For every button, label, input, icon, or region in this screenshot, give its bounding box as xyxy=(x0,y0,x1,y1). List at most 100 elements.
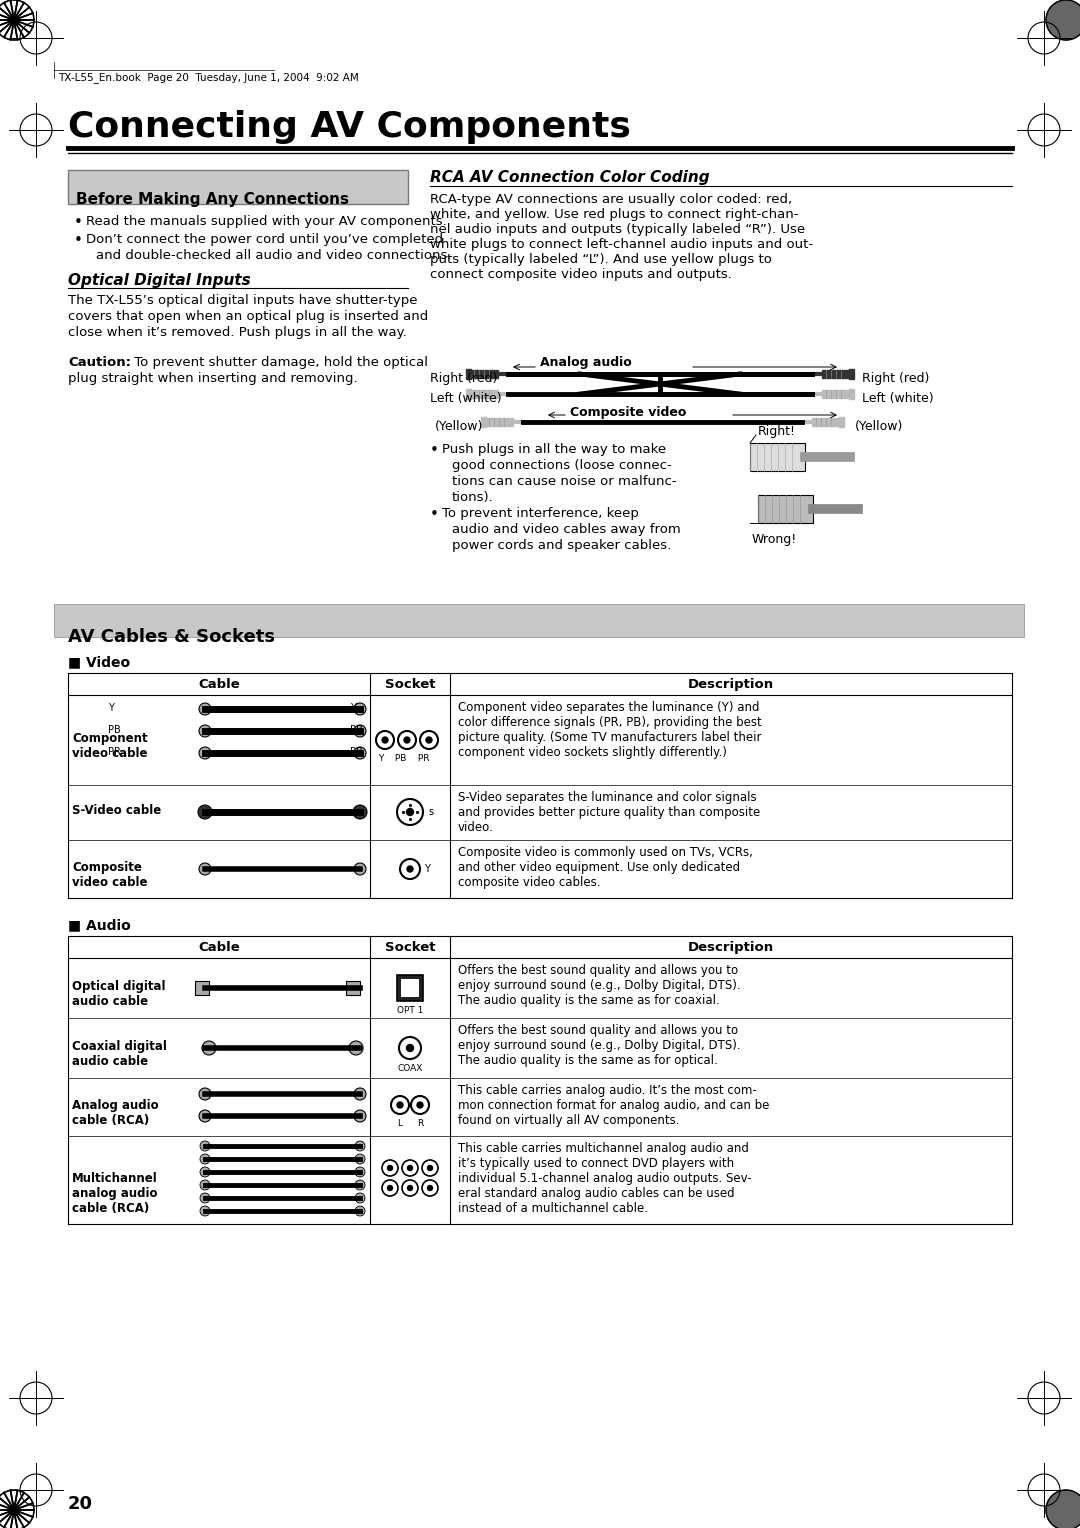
Text: PR: PR xyxy=(350,747,363,756)
Circle shape xyxy=(354,703,366,715)
Text: Wrong!: Wrong! xyxy=(752,533,797,545)
Text: tions).: tions). xyxy=(453,490,494,504)
Text: Left (white): Left (white) xyxy=(430,393,501,405)
Circle shape xyxy=(397,1102,403,1108)
Circle shape xyxy=(407,1186,413,1190)
Text: PR: PR xyxy=(108,747,121,756)
Text: Before Making Any Connections: Before Making Any Connections xyxy=(76,193,349,206)
Text: and double-checked all audio and video connections.: and double-checked all audio and video c… xyxy=(96,249,451,261)
Circle shape xyxy=(200,1193,210,1203)
Text: Connecting AV Components: Connecting AV Components xyxy=(68,110,631,144)
Circle shape xyxy=(417,1102,423,1108)
Circle shape xyxy=(200,1141,210,1151)
Text: PB: PB xyxy=(108,724,121,735)
Text: Read the manuals supplied with your AV components.: Read the manuals supplied with your AV c… xyxy=(86,215,447,228)
Text: tions can cause noise or malfunc-: tions can cause noise or malfunc- xyxy=(453,475,677,487)
Circle shape xyxy=(354,747,366,759)
Text: Description: Description xyxy=(688,941,774,953)
Circle shape xyxy=(354,1088,366,1100)
Circle shape xyxy=(200,1154,210,1164)
Bar xyxy=(849,368,854,379)
Text: •: • xyxy=(430,443,438,458)
Circle shape xyxy=(355,1167,365,1177)
Circle shape xyxy=(199,747,211,759)
Circle shape xyxy=(406,808,414,816)
Circle shape xyxy=(354,1109,366,1122)
Text: OPT 1: OPT 1 xyxy=(396,1005,423,1015)
Circle shape xyxy=(354,724,366,736)
Text: Caution:: Caution: xyxy=(68,356,131,368)
Circle shape xyxy=(354,863,366,876)
Text: 20: 20 xyxy=(68,1494,93,1513)
Text: (Yellow): (Yellow) xyxy=(435,420,484,432)
Text: (Yellow): (Yellow) xyxy=(855,420,903,432)
Bar xyxy=(758,495,813,523)
Text: Component
video cable: Component video cable xyxy=(72,732,148,759)
Circle shape xyxy=(404,736,410,743)
Text: Don’t connect the power cord until you’ve completed: Don’t connect the power cord until you’v… xyxy=(86,232,443,246)
Text: Left (white): Left (white) xyxy=(862,393,933,405)
Circle shape xyxy=(200,1206,210,1216)
Bar xyxy=(470,370,498,377)
Text: Offers the best sound quality and allows you to
enjoy surround sound (e.g., Dolb: Offers the best sound quality and allows… xyxy=(458,964,741,1007)
Bar xyxy=(68,170,408,205)
Bar xyxy=(465,368,471,379)
Text: Right!: Right! xyxy=(758,425,796,439)
Text: Optical Digital Inputs: Optical Digital Inputs xyxy=(68,274,251,287)
Circle shape xyxy=(388,1186,392,1190)
Circle shape xyxy=(355,1193,365,1203)
Bar xyxy=(401,979,419,996)
Text: RCA AV Connection Color Coding: RCA AV Connection Color Coding xyxy=(430,170,710,185)
Circle shape xyxy=(1047,1490,1080,1528)
Circle shape xyxy=(200,1180,210,1190)
Circle shape xyxy=(382,736,388,743)
Bar xyxy=(195,981,210,995)
Circle shape xyxy=(355,1206,365,1216)
Text: Right (red): Right (red) xyxy=(430,371,498,385)
Bar xyxy=(397,975,423,1001)
Bar xyxy=(485,419,513,426)
Text: good connections (loose connec-: good connections (loose connec- xyxy=(453,458,672,472)
Text: close when it’s removed. Push plugs in all the way.: close when it’s removed. Push plugs in a… xyxy=(68,325,407,339)
Text: Socket: Socket xyxy=(384,941,435,953)
Text: Optical digital
audio cable: Optical digital audio cable xyxy=(72,979,165,1008)
Text: Composite video is commonly used on TVs, VCRs,
and other video equipment. Use on: Composite video is commonly used on TVs,… xyxy=(458,847,753,889)
Text: AV Cables & Sockets: AV Cables & Sockets xyxy=(68,628,275,646)
Bar xyxy=(346,981,360,995)
Circle shape xyxy=(406,1045,414,1051)
Text: Cable: Cable xyxy=(198,678,240,691)
Circle shape xyxy=(199,1088,211,1100)
Circle shape xyxy=(407,1166,413,1170)
Circle shape xyxy=(199,863,211,876)
Text: Analog audio: Analog audio xyxy=(540,356,632,368)
Text: To prevent shutter damage, hold the optical: To prevent shutter damage, hold the opti… xyxy=(130,356,428,368)
Bar xyxy=(481,417,486,426)
Circle shape xyxy=(355,1154,365,1164)
Bar xyxy=(470,390,498,397)
Bar xyxy=(812,419,840,426)
Circle shape xyxy=(199,703,211,715)
Text: Y    PB    PR: Y PB PR xyxy=(378,753,430,762)
Circle shape xyxy=(1047,0,1080,40)
Circle shape xyxy=(428,1186,432,1190)
Text: Push plugs in all the way to make: Push plugs in all the way to make xyxy=(442,443,666,455)
Text: Y: Y xyxy=(424,863,430,874)
Text: Cable: Cable xyxy=(198,941,240,953)
Circle shape xyxy=(349,1041,363,1054)
Text: R: R xyxy=(417,1118,423,1128)
Bar xyxy=(54,604,1024,637)
Text: Coaxial digital
audio cable: Coaxial digital audio cable xyxy=(72,1041,167,1068)
Text: COAX: COAX xyxy=(397,1063,422,1073)
Bar xyxy=(849,390,854,399)
Text: This cable carries multichannel analog audio and
it’s typically used to connect : This cable carries multichannel analog a… xyxy=(458,1141,752,1215)
Text: PB: PB xyxy=(350,724,363,735)
Text: To prevent interference, keep: To prevent interference, keep xyxy=(442,507,639,520)
Text: L: L xyxy=(397,1118,403,1128)
Circle shape xyxy=(388,1166,392,1170)
Text: RCA-type AV connections are usually color coded: red,
white, and yellow. Use red: RCA-type AV connections are usually colo… xyxy=(430,193,813,281)
Bar xyxy=(465,390,471,399)
Text: ■ Video: ■ Video xyxy=(68,656,130,669)
Circle shape xyxy=(199,724,211,736)
Text: TX-L55_En.book  Page 20  Tuesday, June 1, 2004  9:02 AM: TX-L55_En.book Page 20 Tuesday, June 1, … xyxy=(58,72,359,83)
Text: S-Video cable: S-Video cable xyxy=(72,804,161,817)
